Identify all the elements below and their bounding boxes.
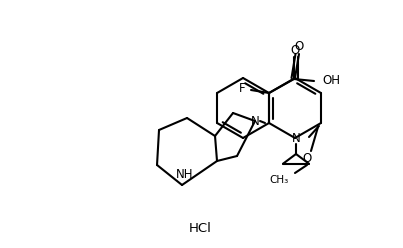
Text: NH: NH	[176, 168, 194, 182]
Text: N: N	[251, 115, 260, 127]
Text: O: O	[294, 40, 303, 54]
Text: O: O	[302, 153, 312, 165]
Text: OH: OH	[322, 74, 340, 88]
Text: CH₃: CH₃	[270, 175, 289, 185]
Text: F: F	[239, 82, 245, 94]
Text: N: N	[292, 132, 300, 146]
Text: O: O	[291, 43, 300, 57]
Text: HCl: HCl	[189, 221, 212, 235]
